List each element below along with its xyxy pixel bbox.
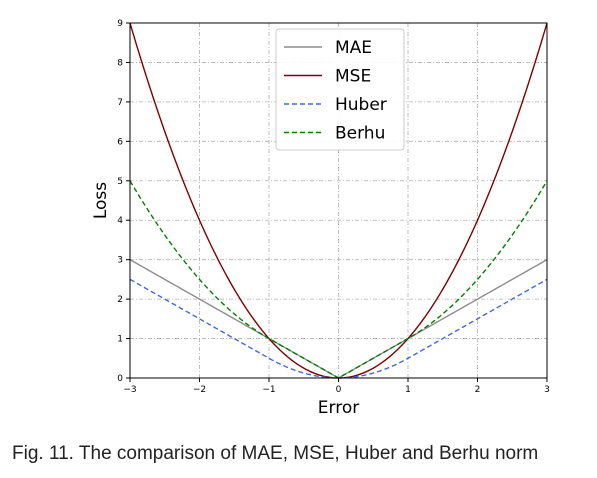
x-tick-label: −3	[123, 385, 136, 395]
legend-label-berhu: Berhu	[335, 124, 385, 144]
y-tick-label: 4	[117, 216, 123, 226]
y-tick-label: 2	[117, 295, 123, 305]
y-tick-label: 1	[117, 335, 123, 345]
legend-label-mse: MSE	[335, 67, 371, 87]
x-tick-label: 1	[405, 385, 411, 395]
legend-label-mae: MAE	[335, 38, 372, 58]
x-axis-label: Error	[318, 398, 359, 418]
x-tick-label: 0	[336, 385, 342, 395]
x-tick-label: 3	[544, 385, 550, 395]
y-tick-label: 0	[117, 374, 123, 384]
x-tick-label: 2	[475, 385, 481, 395]
figure-caption: Fig. 11. The comparison of MAE, MSE, Hub…	[12, 443, 539, 464]
legend-label-huber: Huber	[335, 95, 387, 115]
x-tick-label: −1	[262, 385, 275, 395]
chart-svg: −3 −2 −1 0 1 2 3 0 1 2 3 4 5 6 7 8 9 Error Loss MAE MSE Hu…	[91, 19, 550, 418]
legend-box	[275, 28, 405, 151]
y-tick-label: 9	[117, 19, 123, 29]
y-tick-label: 8	[117, 58, 123, 68]
axis-ticks: −3 −2 −1 0 1 2 3 0 1 2 3 4 5 6 7 8 9	[117, 19, 550, 395]
legend: MAE MSE Huber Berhu	[275, 28, 405, 151]
y-tick-label: 6	[117, 137, 123, 147]
y-tick-label: 3	[117, 256, 123, 266]
x-tick-label: −2	[193, 385, 206, 395]
y-tick-label: 5	[117, 177, 123, 187]
y-tick-label: 7	[117, 98, 123, 108]
y-axis-label: Loss	[91, 182, 111, 219]
